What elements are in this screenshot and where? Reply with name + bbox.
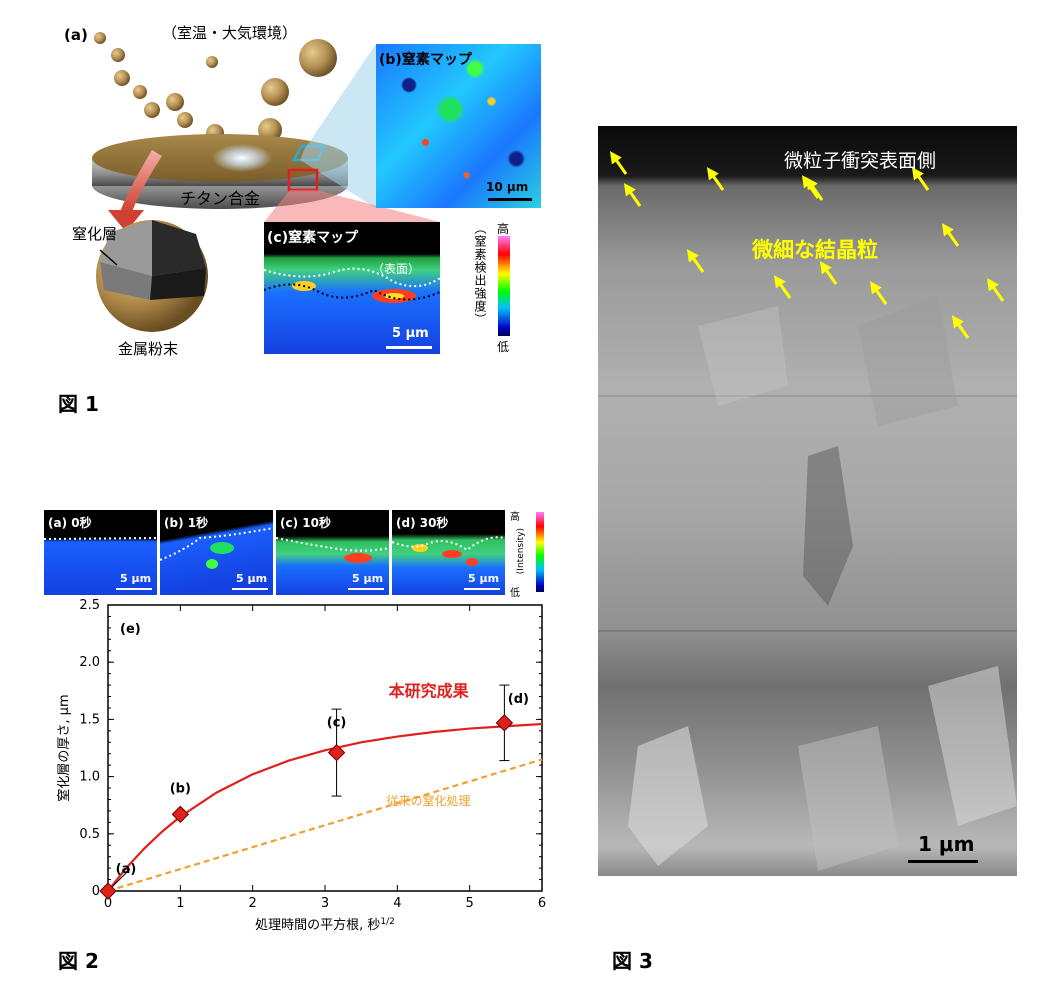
x-tick-label: 0 [104,896,112,911]
yellow-arrow [941,223,960,247]
fig2-caption: 図 2 [58,949,99,973]
fig1-colorbar-high: 高 [497,222,510,236]
map-b-title: (b)窒素マップ [379,52,472,68]
fig1-colorbar-label: （窒素検出強度） [473,222,487,326]
yellow-arrow [623,183,642,207]
y-tick-label: 0.5 [79,827,100,842]
fig2-map-a: (a) 0秒 5 μm [44,510,157,595]
fig2-map-d: (d) 30秒 5 μm [392,510,505,595]
series-line-0 [107,722,543,892]
fig2-map-c: (c) 10秒 5 μm [276,510,389,595]
y-tick-label: 1.5 [79,712,100,727]
x-tick-label: 1 [176,896,184,911]
figure-1-illustration [92,32,440,332]
yellow-arrow [801,175,820,199]
panel-label-e: (e) [120,622,141,637]
figure-2: (a) 0秒 5 μm (b) 1秒 5 μm (c) 10秒 5 μm (d)… [0,500,560,985]
nitrogen-map-b: (b)窒素マップ 10 μm [376,44,541,208]
fig1-colorbar [498,236,510,336]
x-tick-label: 5 [466,896,474,911]
fig2-map-b-scale: 5 μm [236,572,268,585]
map-b-scale-bar [488,198,532,201]
data-point-label: (c) [327,716,347,731]
grain-arrows [609,151,1005,339]
data-point-label: (b) [170,781,191,796]
fig2-map-d-scale: 5 μm [468,572,500,585]
fig2-map-b: (b) 1秒 5 μm [160,510,273,595]
yellow-arrow [951,315,970,339]
fig2-map-a-title: (a) 0秒 [48,516,92,530]
fig2-colorbar-label: (Intensity) [516,528,526,575]
y-axis-label: 窒化層の厚さ, μm [56,694,72,801]
map-c-scale: 5 μm [392,326,429,341]
yellow-arrow [686,249,705,273]
x-tick-label: 2 [249,896,257,911]
x-tick-label: 3 [321,896,329,911]
point-a-leader [111,868,131,888]
yellow-arrow [773,275,792,299]
yellow-arrow [819,261,838,285]
tem-surface-label: 微粒子衝突表面側 [784,150,937,172]
fig2-colorbar-low: 低 [510,588,520,599]
fig1-environment-label: （室温・大気環境） [162,24,298,42]
map-b-scale: 10 μm [486,180,529,194]
fig2-colorbar [536,512,544,592]
fig1-powder-label: 金属粉末 [118,340,179,358]
fig1-alloy-label: チタン合金 [180,189,261,208]
thickness-chart: 0 1 2 3 4 5 6 0 0.5 1.0 1.5 2.0 2.5 処理時間の平方根, 秒1/2 窒化層… [56,598,546,933]
fig2-map-b-title: (b) 1秒 [164,516,209,530]
nitrogen-map-c: (c)窒素マップ （表面） 5 μm [264,222,440,354]
tem-scale-label: 1 μm [918,832,975,856]
map-c-surface-label: （表面） [372,262,421,276]
map-c-title: (c)窒素マップ [267,230,359,246]
falling-particles [94,32,337,142]
figure-1: (a) （室温・大気環境） チタン合金 窒化層 金属粉末 (b)窒素マップ 10… [0,0,560,420]
y-tick-label: 0 [92,884,100,899]
yellow-arrow [706,167,725,191]
fig2-map-d-title: (d) 30秒 [396,516,449,530]
fig1-label-a: (a) [64,26,88,44]
series-label-1: 従来の窒化処理 [386,793,470,808]
y-tick-label: 2.0 [79,655,100,670]
data-point-1 [171,805,190,824]
fig2-map-a-scale: 5 μm [120,572,152,585]
data-point-label: (a) [116,862,137,877]
data-point-label: (d) [508,692,529,707]
data-point-2 [327,743,346,762]
fig2-map-c-scale: 5 μm [352,572,384,585]
map-c-scale-bar [386,346,432,349]
series-line-1 [107,758,543,893]
figure-3: 微粒子衝突表面側 微細な結晶粒 1 μm [598,126,1017,876]
fig1-colorbar-low: 低 [497,340,510,354]
series-label-0: 本研究成果 [389,682,469,701]
yellow-arrow [609,151,628,175]
fig1-nitride-layer-label: 窒化層 [72,225,118,243]
y-tick-label: 2.5 [79,598,100,613]
x-axis-label: 処理時間の平方根, 秒1/2 [255,917,395,933]
tem-grain-label: 微細な結晶粒 [752,238,878,262]
tem-scale-bar [908,860,978,863]
fig2-colorbar-high: 高 [510,512,520,523]
x-tick-label: 6 [538,896,546,911]
yellow-arrow [911,167,930,191]
yellow-arrow [869,281,888,305]
fig2-map-c-title: (c) 10秒 [280,516,331,530]
fig3-caption: 図 3 [612,949,653,973]
x-tick-label: 4 [393,896,401,911]
yellow-arrow [986,278,1005,302]
data-point-3 [495,714,514,732]
plot-frame [107,604,543,892]
map-c-surface-lines [264,267,440,303]
y-tick-label: 1.0 [79,770,100,785]
fig1-caption: 図 1 [58,392,99,416]
tem-image [598,296,1017,871]
